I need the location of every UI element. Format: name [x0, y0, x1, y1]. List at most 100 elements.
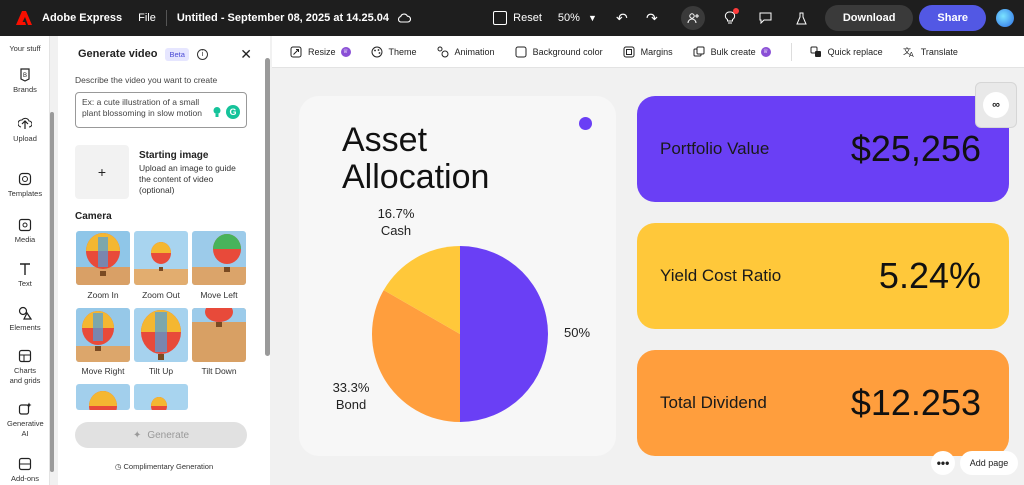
camera-option-label: Tilt Up — [148, 366, 174, 376]
rail-item-brands[interactable]: B Brands — [0, 68, 50, 94]
tool-label: Translate — [920, 46, 958, 57]
starting-image-description: Upload an image to guide the content of … — [139, 163, 236, 195]
animation-icon — [437, 46, 449, 57]
lightbulb-icon[interactable] — [212, 106, 222, 118]
close-icon[interactable]: ✕ — [240, 45, 252, 62]
rail-item-templates[interactable]: Templates — [0, 172, 50, 198]
reset-button[interactable]: Reset — [493, 11, 542, 25]
rail-item-media[interactable]: Media — [0, 218, 50, 244]
premium-crown-icon: ♕ — [340, 46, 351, 57]
rail-item-your-stuff[interactable]: Your stuff — [0, 44, 50, 53]
prompt-textarea[interactable]: Ex: a cute illustration of a small plant… — [75, 92, 247, 128]
bulk-create-icon — [693, 46, 705, 56]
editor-toolbar: Resize ♕ Theme Animation Background colo… — [272, 36, 1024, 68]
left-rail: Your stuff B Brands Upload Templates Med… — [0, 36, 50, 485]
rail-item-label: Upload — [13, 134, 37, 143]
camera-option-more-1[interactable] — [76, 384, 130, 410]
kpi-card-total-dividend[interactable]: Total Dividend $12.253 — [637, 350, 1009, 456]
zoom-dropdown[interactable]: 50% ▼ — [558, 12, 597, 24]
undo-icon[interactable]: ↶ — [615, 9, 628, 26]
starting-image-title: Starting image — [139, 150, 209, 161]
bond-pct: 33.3% — [332, 380, 370, 395]
reset-label: Reset — [513, 12, 542, 24]
pie-slice-50[interactable] — [460, 246, 548, 422]
margins-button[interactable]: Margins — [623, 46, 673, 58]
rail-item-label: Generative AI — [7, 419, 44, 438]
add-ons-icon — [18, 457, 32, 471]
cash-name: Cash — [380, 223, 412, 238]
camera-option-move-left[interactable] — [192, 231, 246, 285]
camera-option-more-2[interactable] — [134, 384, 188, 410]
more-options-button[interactable]: ••• — [931, 451, 955, 475]
translate-icon: 文A — [903, 46, 914, 58]
panel-header: Generate video Beta i ✕ — [58, 36, 270, 72]
camera-option-tilt-down[interactable] — [192, 308, 246, 362]
animation-button[interactable]: Animation — [437, 46, 495, 58]
rail-item-label: Add-ons — [11, 474, 39, 483]
pie-label-cash: 16.7% Cash — [373, 205, 419, 239]
title-line-1: Asset — [342, 121, 428, 159]
clock-icon: ◷ — [114, 462, 122, 471]
info-icon[interactable]: i — [196, 48, 208, 60]
cloud-icon[interactable] — [397, 13, 411, 23]
camera-option-zoom-out[interactable] — [134, 231, 188, 285]
sparkle-icon: ✦ — [132, 429, 142, 441]
rail-item-label: Elements — [9, 323, 41, 332]
rail-scrollbar[interactable] — [50, 112, 54, 472]
generate-button[interactable]: ✦ Generate — [75, 422, 247, 448]
elements-icon — [18, 306, 32, 320]
background-color-button[interactable]: Background color — [515, 46, 603, 58]
notification-dot — [732, 8, 739, 14]
resize-button[interactable]: Resize ♕ — [290, 46, 351, 58]
rail-item-generative-ai[interactable]: Generative AI — [0, 402, 50, 439]
svg-text:A: A — [909, 52, 914, 58]
adobe-logo-icon[interactable] — [14, 8, 34, 28]
tool-label: Background color — [532, 46, 603, 57]
pie-slice-bond[interactable] — [372, 290, 460, 422]
comment-icon[interactable] — [755, 7, 777, 29]
redo-icon[interactable]: ↷ — [645, 9, 658, 26]
upload-starting-image-button[interactable]: + — [75, 145, 129, 199]
profile-avatar[interactable] — [996, 9, 1014, 27]
kpi-label: Yield Cost Ratio — [660, 266, 782, 285]
kpi-label: Total Dividend — [660, 393, 767, 412]
color-swatch-icon — [515, 46, 527, 57]
rail-item-text[interactable]: Text — [0, 262, 50, 288]
ai-assistant-button[interactable]: ∞ — [975, 82, 1017, 128]
balloon-thumbnail — [192, 231, 246, 285]
rail-item-charts-and-grids[interactable]: Charts and grids — [0, 349, 50, 386]
quick-replace-button[interactable]: Quick replace — [810, 46, 883, 58]
describe-label: Describe the video you want to create — [75, 75, 218, 85]
cash-pct: 16.7% — [377, 206, 415, 221]
add-page-button[interactable]: Add page — [960, 451, 1018, 475]
lightbulb-notification-icon[interactable] — [719, 7, 741, 29]
rail-item-elements[interactable]: Elements — [0, 306, 50, 332]
accent-dot — [579, 117, 592, 130]
tool-label: Theme — [388, 46, 417, 57]
kpi-card-portfolio-value[interactable]: Portfolio Value $25,256 — [637, 96, 1009, 202]
bulk-create-button[interactable]: Bulk create ♕ — [693, 46, 771, 58]
share-button[interactable]: Share — [919, 5, 986, 31]
camera-option-label: Move Left — [200, 290, 238, 300]
panel-scrollbar[interactable] — [265, 58, 270, 356]
chart-title[interactable]: Asset Allocation — [342, 122, 489, 196]
pie-chart[interactable] — [372, 246, 548, 422]
camera-option-move-right[interactable] — [76, 308, 130, 362]
invite-user-icon[interactable] — [680, 6, 705, 30]
camera-option-tilt-up[interactable] — [134, 308, 188, 362]
document-title[interactable]: Untitled - September 08, 2025 at 14.25.0… — [176, 12, 389, 24]
prompt-placeholder: Ex: a cute illustration of a small plant… — [82, 97, 203, 118]
rail-item-add-ons[interactable]: Add-ons — [0, 457, 50, 483]
kpi-card-yield-cost-ratio[interactable]: Yield Cost Ratio 5.24% — [637, 223, 1009, 329]
flask-icon[interactable] — [791, 7, 813, 29]
grammarly-icon[interactable]: G — [226, 105, 240, 119]
theme-button[interactable]: Theme — [371, 46, 417, 58]
camera-option-zoom-in[interactable] — [76, 231, 130, 285]
pie-label-bond: 33.3% Bond — [328, 379, 374, 413]
file-menu[interactable]: File — [138, 12, 156, 24]
tool-label: Bulk create — [710, 46, 756, 57]
download-button[interactable]: Download — [824, 5, 914, 31]
pie-slice-cash[interactable] — [383, 246, 460, 334]
rail-item-upload[interactable]: Upload — [0, 117, 50, 143]
